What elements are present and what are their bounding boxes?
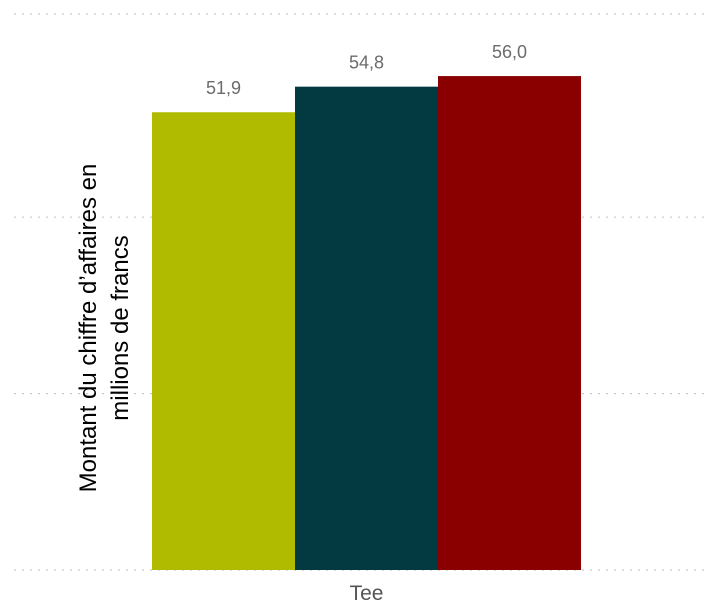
y-axis-title-line-1: Montant du chiffre d’affaires en: [75, 164, 102, 493]
data-labels: 51,9 54,8 56,0: [206, 42, 527, 98]
x-tick-label: Tee: [350, 582, 384, 605]
bar-1: [152, 112, 295, 570]
y-axis-title-line-2: millions de francs: [107, 235, 134, 420]
y-axis-title: Montant du chiffre d’affaires en millions…: [75, 164, 134, 493]
data-label-2: 54,8: [349, 53, 384, 73]
bar-3: [438, 76, 581, 570]
data-label-1: 51,9: [206, 78, 241, 98]
bars: [152, 76, 581, 570]
bar-2: [295, 86, 438, 570]
data-label-3: 56,0: [492, 42, 527, 62]
x-axis: Tee: [350, 582, 384, 605]
